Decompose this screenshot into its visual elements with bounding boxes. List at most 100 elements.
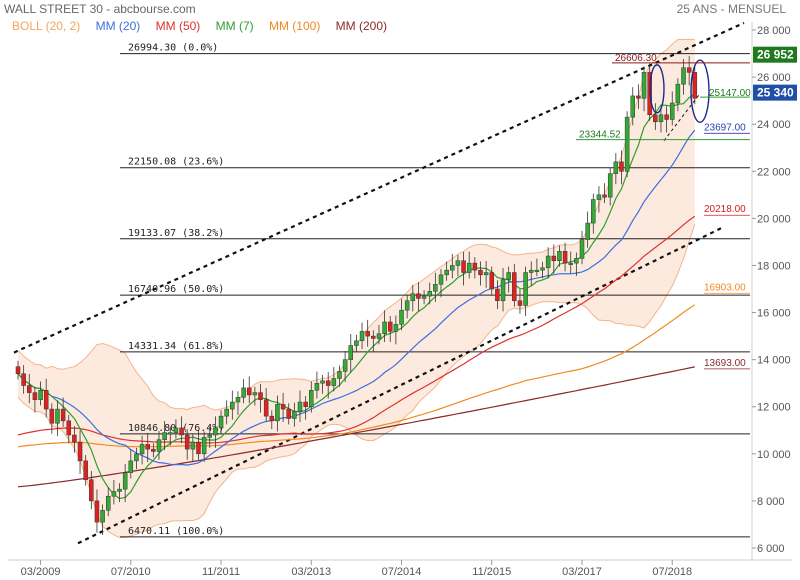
candle-body-60 (354, 340, 359, 346)
candle-body-22 (139, 444, 145, 455)
candle-body-75 (438, 274, 444, 285)
candle-body-58 (342, 359, 348, 372)
candle-body-19 (122, 472, 128, 490)
candle-body-34 (207, 434, 213, 438)
legend-mm50[interactable]: MM (50) (155, 19, 201, 33)
candle-body-87 (506, 272, 511, 280)
candle-body-16 (105, 495, 111, 511)
price-tag-box-1 (753, 84, 797, 101)
legend-mm100[interactable]: MM (100) (268, 19, 321, 33)
candle-body-27 (168, 432, 173, 435)
x-tick-label-3: 03/2013 (291, 566, 331, 578)
candle-body-3 (32, 392, 38, 400)
ma-end-label-1: 20218.00 (704, 204, 746, 215)
trend-channel (13, 21, 745, 545)
candle-body-31 (190, 441, 196, 450)
candle-body-14 (94, 500, 100, 523)
candle-body-111 (641, 72, 647, 99)
candle-body-39 (235, 397, 241, 403)
candle-body-96 (557, 251, 562, 261)
candle-body-61 (359, 331, 365, 342)
y-tick-label-11: 28 000 (757, 25, 791, 37)
chart-title: WALL STREET 30 - abcbourse.com (4, 2, 196, 16)
candle-body-41 (246, 387, 252, 396)
candle-body-119 (686, 67, 692, 73)
candle-body-55 (325, 380, 331, 386)
candle-body-103 (596, 194, 602, 200)
candle-body-15 (100, 510, 105, 523)
candle-body-113 (653, 114, 658, 123)
candle-body-77 (450, 265, 455, 271)
candle-body-70 (410, 293, 416, 302)
candle-body-4 (38, 389, 43, 400)
y-tick-label-10: 26 000 (757, 72, 791, 84)
price-tag-text-0: 26 952 (757, 48, 794, 62)
candle-body-43 (258, 392, 263, 400)
legend-mm20[interactable]: MM (20) (95, 19, 141, 33)
price-tag-text-1: 25 340 (757, 86, 794, 100)
candle-body-12 (83, 460, 88, 480)
candle-body-45 (269, 415, 275, 422)
candle-body-40 (241, 387, 246, 398)
candle-body-54 (320, 380, 325, 384)
candle-body-100 (579, 239, 585, 259)
candle-body-82 (478, 269, 483, 276)
candle-body-83 (483, 272, 489, 276)
legend-mm7[interactable]: MM (7) (215, 19, 254, 33)
candle-body-81 (472, 262, 478, 271)
candle-body-20 (128, 460, 134, 473)
candle-body-62 (365, 331, 370, 337)
candle-body-59 (348, 345, 354, 360)
candle-body-104 (602, 194, 607, 198)
candle-body-80 (466, 262, 472, 273)
level-label-23344: 23344.52 (579, 130, 621, 141)
candle-body-92 (534, 269, 540, 272)
x-tick-label-6: 03/2017 (562, 566, 602, 578)
fibo-label-1: 22150.08 (23.6%) (128, 157, 224, 168)
candle-body-53 (314, 382, 320, 391)
candle-body-114 (658, 114, 664, 123)
candle-body-47 (280, 404, 286, 410)
candle-body-101 (585, 222, 590, 240)
bollinger-lower (17, 223, 696, 538)
ma50-line (17, 215, 696, 444)
candle-body-79 (461, 260, 466, 273)
legend-mm200[interactable]: MM (200) (335, 19, 388, 33)
candle-body-17 (111, 491, 117, 497)
candle-body-97 (562, 251, 568, 264)
y-tick-label-3: 12 000 (757, 402, 791, 414)
candle-body-35 (213, 427, 218, 436)
legend: BOLL (20, 2) MM (20) MM (50) MM (7) MM (… (12, 19, 387, 33)
y-tick-label-9: 24 000 (757, 119, 791, 131)
candle-body-99 (574, 258, 579, 264)
candle-body-73 (427, 291, 432, 297)
fibo-label-3: 16740.96 (50.0%) (128, 284, 224, 295)
candle-body-118 (681, 67, 686, 85)
legend-boll[interactable]: BOLL (20, 2) (12, 19, 81, 33)
candle-body-71 (416, 293, 421, 299)
price-tag-box-0 (753, 46, 797, 63)
y-tick-label-5: 16 000 (757, 308, 791, 320)
candle-body-1 (21, 373, 26, 386)
candle-body-49 (292, 411, 297, 419)
candle-body-37 (224, 408, 229, 417)
y-tick-label-1: 8 000 (757, 496, 785, 508)
candle-body-108 (624, 116, 630, 172)
ma-end-label-2: 16903.00 (704, 282, 746, 293)
fibo-label-2: 19133.07 (38.2%) (128, 228, 224, 239)
candle-body-89 (517, 300, 523, 306)
candle-body-85 (495, 288, 500, 302)
candle-body-110 (636, 95, 641, 99)
candle-body-2 (27, 385, 32, 393)
candle-body-120 (692, 72, 698, 99)
candle-body-64 (376, 333, 382, 339)
candle-body-13 (89, 479, 94, 502)
candle-body-6 (49, 408, 55, 424)
ma100-line (17, 304, 696, 448)
candle-body-26 (162, 432, 167, 440)
candle-body-109 (630, 95, 636, 118)
candle-body-32 (196, 441, 201, 455)
fibo-label-6: 6470.11 (100.0%) (128, 526, 224, 537)
candle-body-105 (607, 173, 613, 198)
